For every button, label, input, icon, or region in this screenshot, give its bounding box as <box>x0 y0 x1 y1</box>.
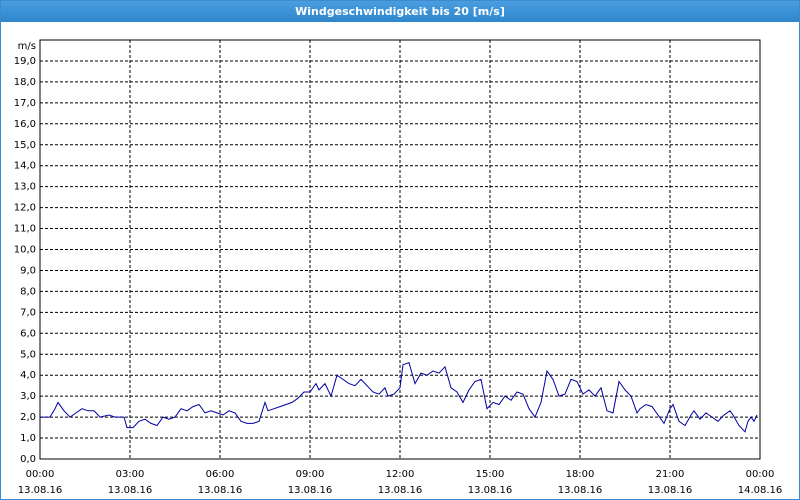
x-tick-date: 13.08.16 <box>198 485 243 496</box>
x-tick-label: 18:00 <box>566 469 595 480</box>
y-tick-label: 11,0 <box>14 224 36 235</box>
y-tick-label: 1,0 <box>20 433 36 444</box>
x-tick-date: 13.08.16 <box>648 485 693 496</box>
y-tick-label: 4,0 <box>20 370 36 381</box>
plot-frame <box>39 39 761 460</box>
y-tick-label: 13,0 <box>14 182 36 193</box>
y-tick-label: 14,0 <box>14 161 36 172</box>
x-tick-label: 15:00 <box>476 469 505 480</box>
x-tick-label: 12:00 <box>386 469 415 480</box>
y-tick-label: 19,0 <box>14 56 36 67</box>
data-line <box>40 361 758 433</box>
x-tick-label: 09:00 <box>296 469 325 480</box>
y-tick-label: 5,0 <box>20 349 36 360</box>
y-tick-label: 18,0 <box>14 77 36 88</box>
y-tick-label: 2,0 <box>20 412 36 423</box>
x-tick-date: 13.08.16 <box>108 485 153 496</box>
y-tick-label: 7,0 <box>20 307 36 318</box>
x-tick-date: 14.08.16 <box>738 485 783 496</box>
x-tick-label: 00:00 <box>26 469 55 480</box>
x-tick-label: 00:00 <box>746 469 775 480</box>
x-tick-date: 13.08.16 <box>378 485 423 496</box>
y-tick-label: 10,0 <box>14 245 36 256</box>
y-tick-label: 8,0 <box>20 286 36 297</box>
x-tick-label: 06:00 <box>206 469 235 480</box>
y-tick-label: 16,0 <box>14 119 36 130</box>
y-tick-label: 9,0 <box>20 265 36 276</box>
x-tick-label: 03:00 <box>116 469 145 480</box>
x-tick-date: 13.08.16 <box>288 485 333 496</box>
y-tick-label: 3,0 <box>20 391 36 402</box>
x-tick-label: 21:00 <box>656 469 685 480</box>
y-tick-label: 15,0 <box>14 140 36 151</box>
x-tick-date: 13.08.16 <box>558 485 603 496</box>
y-tick-label: 12,0 <box>14 203 36 214</box>
y-tick-label: 6,0 <box>20 328 36 339</box>
y-tick-label: 0,0 <box>20 454 36 465</box>
x-tick-date: 13.08.16 <box>18 485 63 496</box>
y-axis-label: m/s <box>18 41 36 52</box>
x-tick-date: 13.08.16 <box>468 485 513 496</box>
title-bar: Windgeschwindigkeit bis 20 [m/s] <box>1 1 799 22</box>
y-tick-label: 17,0 <box>14 98 36 109</box>
